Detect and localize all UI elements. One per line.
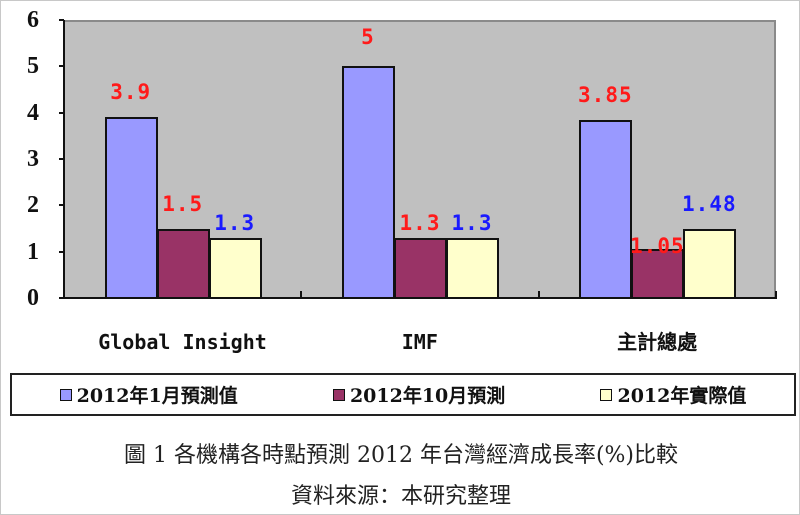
source-note: 資料來源：本研究整理 bbox=[290, 484, 511, 509]
data-label: 3.85 bbox=[578, 82, 633, 107]
y-tick-mark bbox=[59, 297, 64, 299]
data-label: 1.3 bbox=[399, 210, 441, 235]
bar bbox=[446, 237, 499, 299]
data-label: 1.3 bbox=[214, 210, 256, 235]
x-tick-mark bbox=[775, 291, 777, 298]
x-category-label: 主計總處 bbox=[617, 330, 698, 354]
legend-item-actual: 2012年實際值 bbox=[600, 381, 746, 408]
y-tick-mark bbox=[59, 158, 64, 160]
x-axis-line bbox=[63, 297, 777, 299]
y-tick-label: 2 bbox=[27, 192, 39, 219]
y-tick-label: 3 bbox=[27, 146, 39, 172]
figure-caption: 圖 1 各機構各時點預測 2012 年台灣經濟成長率(%)比較 bbox=[123, 443, 679, 468]
x-tick-mark bbox=[537, 291, 540, 298]
data-label: 1.48 bbox=[682, 192, 737, 217]
data-label: 1.3 bbox=[451, 210, 493, 235]
y-axis-line bbox=[63, 20, 65, 299]
bar bbox=[104, 117, 158, 299]
y-tick-mark bbox=[59, 111, 64, 114]
legend-label: 2012年10月預測 bbox=[349, 385, 506, 407]
y-tick-label: 4 bbox=[27, 99, 39, 126]
y-tick-label: 5 bbox=[27, 53, 39, 80]
y-tick-mark bbox=[59, 250, 64, 253]
legend-item-jan-forecast: 2012年1月預測值 bbox=[59, 381, 238, 408]
y-tick-label: 1 bbox=[27, 238, 39, 265]
data-label: 1.5 bbox=[162, 191, 204, 216]
data-label: 3.9 bbox=[110, 80, 152, 105]
legend-label: 2012年1月預測值 bbox=[76, 385, 238, 407]
legend-swatch-icon bbox=[59, 388, 72, 401]
x-tick-mark bbox=[300, 291, 303, 298]
bar bbox=[342, 66, 395, 299]
data-label: 5 bbox=[361, 25, 375, 50]
legend-swatch-icon bbox=[600, 388, 613, 401]
y-tick-mark bbox=[59, 204, 64, 207]
y-tick-label: 6 bbox=[27, 7, 39, 33]
bar bbox=[683, 229, 737, 299]
x-category-label: Global Insight bbox=[98, 330, 267, 354]
data-label: 1.05 bbox=[630, 234, 685, 259]
y-tick-mark bbox=[59, 65, 64, 68]
y-tick-label: 0 bbox=[27, 285, 39, 311]
y-tick-mark bbox=[59, 19, 64, 21]
legend-item-oct-forecast: 2012年10月預測 bbox=[332, 381, 506, 408]
x-category-label: IMF bbox=[401, 330, 438, 354]
bar bbox=[579, 119, 633, 299]
legend-label: 2012年實際值 bbox=[617, 385, 747, 407]
bar bbox=[156, 228, 210, 299]
bar bbox=[394, 237, 447, 299]
legend-swatch-icon bbox=[332, 388, 345, 401]
legend: 2012年1月預測值 2012年10月預測 2012年實際值 bbox=[10, 373, 796, 416]
bar bbox=[208, 237, 262, 299]
